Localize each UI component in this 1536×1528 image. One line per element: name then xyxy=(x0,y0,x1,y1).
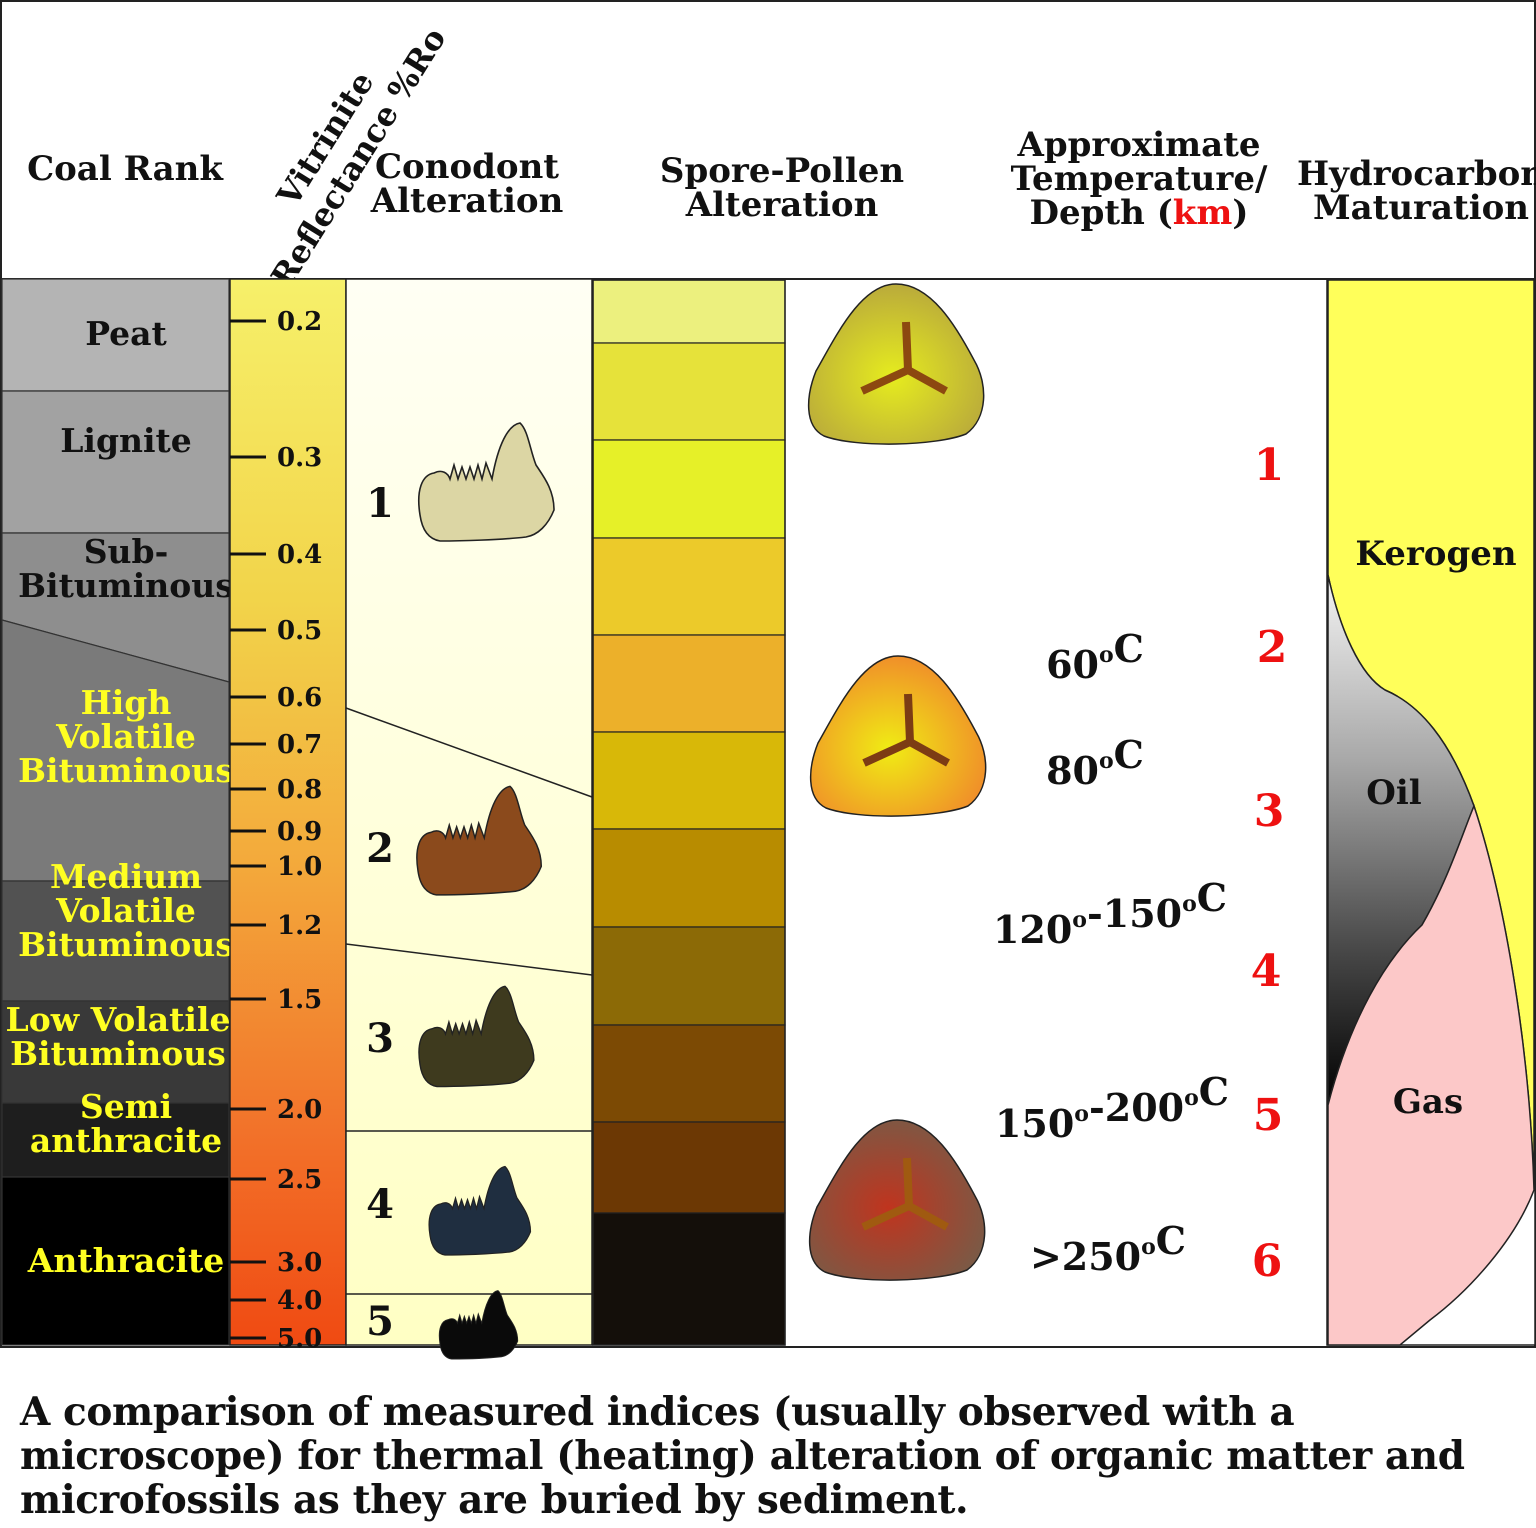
vitrinite-tick-label: 1.5 xyxy=(277,985,322,1015)
spore-color-band xyxy=(592,1024,786,1123)
coal-rank-label: Semi xyxy=(80,1087,172,1126)
vitrinite-tick-label: 1.2 xyxy=(277,911,322,941)
spore-color-band xyxy=(592,537,786,636)
spore-grains xyxy=(807,283,987,1281)
vitrinite-tick-label: 2.5 xyxy=(277,1165,322,1195)
temp-header-line2: Temperature/ xyxy=(1011,159,1268,199)
vitrinite-tick-label: 4.0 xyxy=(277,1286,322,1316)
coal-rank-label: Bituminous xyxy=(18,566,234,605)
trilete-mark-icon xyxy=(861,1157,949,1231)
conodont-stage-number: 1 xyxy=(366,480,394,527)
conodont-stages: 1 2 3 4 5 xyxy=(366,422,555,1360)
coal-rank-header: Coal Rank xyxy=(27,149,224,189)
coal-rank-label: Bituminous xyxy=(18,925,234,964)
oil-label: Oil xyxy=(1366,773,1422,813)
coal-rank-band xyxy=(1,1176,230,1346)
depth-km-label: 5 xyxy=(1253,1090,1284,1141)
spore-color-column xyxy=(592,279,786,1346)
temperature-label: 60oC xyxy=(1046,626,1144,687)
trilete-mark-icon xyxy=(860,321,948,395)
depth-km-label: 3 xyxy=(1254,786,1285,837)
conodont-zone-lines xyxy=(345,707,593,1295)
spore-color-band xyxy=(592,634,786,733)
vitrinite-tick-label: 1.0 xyxy=(277,852,322,882)
coal-rank-label: Medium xyxy=(50,857,202,896)
vitrinite-tick-label: 2.0 xyxy=(277,1095,322,1125)
spore-color-band xyxy=(592,828,786,928)
vitrinite-tick-label: 0.9 xyxy=(277,817,322,847)
coal-rank-label: Anthracite xyxy=(27,1241,224,1280)
coal-rank-column: PeatLigniteSub-BituminousHighVolatileBit… xyxy=(1,278,234,1346)
spore-color-band xyxy=(592,279,786,344)
hc-header-line2: Maturation xyxy=(1313,188,1529,228)
conodont-stage-number: 2 xyxy=(366,825,394,872)
spore-color-band xyxy=(592,439,786,539)
coal-rank-label: Volatile xyxy=(55,717,196,756)
conodont-header-line1: Conodont xyxy=(375,147,559,187)
trilete-mark-icon xyxy=(862,693,950,767)
depth-km-label: 2 xyxy=(1257,622,1288,673)
vitrinite-tick-label: 3.0 xyxy=(277,1248,322,1278)
coal-rank-label: Sub- xyxy=(84,532,169,571)
vitrinite-tick-label: 0.6 xyxy=(277,683,322,713)
spore-color-band xyxy=(592,342,786,441)
temp-header-line3: Depth (km) xyxy=(1030,193,1249,233)
spore-color-band xyxy=(592,1121,786,1214)
spore-color-band xyxy=(592,731,786,830)
vitrinite-tick-label: 5.0 xyxy=(277,1324,322,1354)
gas-area xyxy=(1327,803,1535,1346)
vitrinite-tick-label: 0.2 xyxy=(277,307,322,337)
coal-rank-label: Peat xyxy=(85,314,167,353)
vitrinite-ticks: 0.2 0.3 0.4 0.5 0.6 0.7 0.8 0.9 1.0 1.2 1.5 2.0 2.5 3… xyxy=(230,307,322,1354)
vitrinite-tick-label: 0.8 xyxy=(277,775,322,805)
spore-column-frame xyxy=(592,279,786,1346)
hc-header-line1: Hydrocarbon xyxy=(1297,154,1536,194)
spore-header-line2: Alteration xyxy=(685,185,879,225)
figure-caption: A comparison of measured indices (usuall… xyxy=(20,1389,1465,1523)
vitrinite-tick-label: 0.4 xyxy=(277,540,322,570)
depth-km-label: 6 xyxy=(1252,1236,1283,1287)
vitrinite-tick-label: 0.5 xyxy=(277,616,322,646)
spore-color-band xyxy=(592,926,786,1026)
coal-rank-label: Bituminous xyxy=(18,751,234,790)
vitrinite-tick-label: 0.7 xyxy=(277,730,322,760)
coal-rank-label: anthracite xyxy=(30,1121,222,1160)
coal-rank-label: Volatile xyxy=(55,891,196,930)
spore-grain-icon xyxy=(809,655,987,817)
conodont-stage-number: 3 xyxy=(366,1015,394,1062)
temperature-label: 150o-200oC xyxy=(995,1069,1229,1146)
temperature-label: 80oC xyxy=(1046,732,1144,793)
spore-header-line1: Spore-Pollen xyxy=(660,151,904,191)
maturation-column: Kerogen Oil Gas xyxy=(1326,278,1536,1346)
depth-labels: 1 2 3 4 5 6 xyxy=(1251,440,1288,1287)
depth-km-label: 4 xyxy=(1251,946,1282,997)
coal-rank-label: High xyxy=(81,683,172,722)
vitrinite-tick-label: 0.3 xyxy=(277,443,322,473)
temperature-labels: 60oC 80oC 120o-150oC 150o-200oC >250oC xyxy=(993,626,1229,1279)
spore-grain-icon xyxy=(808,1119,986,1281)
conodont-header-line2: Alteration xyxy=(370,181,564,221)
coal-rank-label: Low Volatile xyxy=(6,1000,231,1039)
depth-km-label: 1 xyxy=(1254,440,1285,491)
temperature-label: >250oC xyxy=(1030,1218,1186,1279)
conodont-column xyxy=(345,278,593,1346)
coal-rank-band xyxy=(1,390,230,534)
kerogen-label: Kerogen xyxy=(1355,534,1516,574)
coal-rank-label: Lignite xyxy=(60,421,192,460)
coal-rank-label: Bituminous xyxy=(10,1034,226,1073)
km-unit: km xyxy=(1173,193,1233,233)
gas-label: Gas xyxy=(1393,1082,1463,1122)
spore-grain-icon xyxy=(807,283,985,445)
spore-color-band xyxy=(592,1212,786,1346)
temp-header-line1: Approximate xyxy=(1016,125,1260,165)
conodont-stage-number: 5 xyxy=(366,1298,394,1345)
conodont-stage-number: 4 xyxy=(366,1181,394,1228)
temperature-label: 120o-150oC xyxy=(993,875,1227,952)
